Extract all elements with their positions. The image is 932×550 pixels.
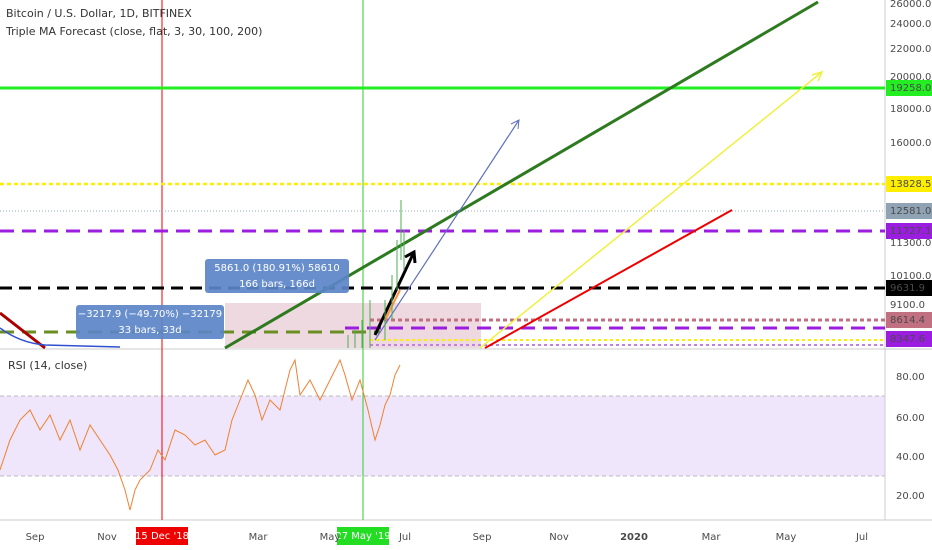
arrow-head [811,70,824,82]
price-tick-label: 20000.0 [890,72,931,83]
time-tick-label: Mar [249,532,269,543]
measure-change: −3217.9 (−49.70%) −32179 [78,309,222,320]
chart-title: Bitcoin / U.S. Dollar, 1D, BITFINEX [6,7,192,20]
rsi-band [0,396,885,476]
measure-change: 5861.0 (180.91%) 58610 [214,263,339,274]
trend-line [224,0,819,350]
ma-line [0,327,121,348]
price-tick-label: 18000.0 [890,104,931,115]
time-tick-label: May [320,532,341,543]
price-level-tag [886,176,932,192]
price-tick-label: 10100.0 [890,271,931,282]
price-level-label: 13828.5 [890,179,931,190]
price-level-tag [886,280,932,296]
rsi-tick-label: 60.00 [896,413,925,424]
trend-line [484,209,733,349]
price-level-tag [886,331,932,347]
arrow-head [404,249,417,264]
time-tick-label: Jul [398,532,411,543]
time-tick-label: May [776,532,797,543]
time-tick-label: Jul [855,532,868,543]
trend-line [374,119,520,341]
price-tick-label: 16000.0 [890,138,931,149]
time-tick-label: 2020 [620,532,648,543]
time-tick-label: Nov [97,532,117,543]
trend-line [479,71,823,349]
price-level-label: 12581.0 [890,206,931,217]
trend-line [373,251,416,336]
measure-span: 166 bars, 166d [239,279,315,290]
rsi-tick-label: 80.00 [896,372,925,383]
price-level-tag [886,80,932,96]
measure-box [76,305,224,339]
measure-span: 33 bars, 33d [118,325,181,336]
price-tick-label: 26000.0 [890,0,931,10]
price-level-label: 19258.0 [890,83,931,94]
trend-line [0,311,46,350]
time-tick-label: Nov [549,532,569,543]
marker-label: 27 May '19 [335,531,390,542]
price-tick-label: 11300.0 [890,238,931,249]
rsi-tick-label: 40.00 [896,452,925,463]
price-level-label: 8614.4 [890,315,925,326]
time-tick-label: Mar [702,532,722,543]
price-level-tag [886,203,932,219]
rsi-tick-label: 20.00 [896,491,925,502]
candles [347,200,405,348]
price-level-label: 9631.9 [890,283,925,294]
rsi-line [0,358,401,511]
measure-box [205,259,349,293]
price-tick-label: 24000.0 [890,19,931,30]
price-level-label: 11727.1 [890,226,931,237]
marker-label: 15 Dec '18 [135,531,189,542]
arrow-head [510,119,520,130]
time-tick-label: Sep [473,532,492,543]
price-level-tag [886,312,932,328]
price-tick-label: 9100.0 [890,300,925,311]
marker-box [337,527,389,545]
marker-box [136,527,188,545]
rsi-title: RSI (14, close) [8,359,87,372]
indicator-title: Triple MA Forecast (close, flat, 3, 30, … [5,25,262,38]
price-level-label: 8347.6 [890,334,925,345]
price-tick-label: 22000.0 [890,44,931,55]
time-tick-label: Sep [26,532,45,543]
price-level-tag [886,223,932,239]
